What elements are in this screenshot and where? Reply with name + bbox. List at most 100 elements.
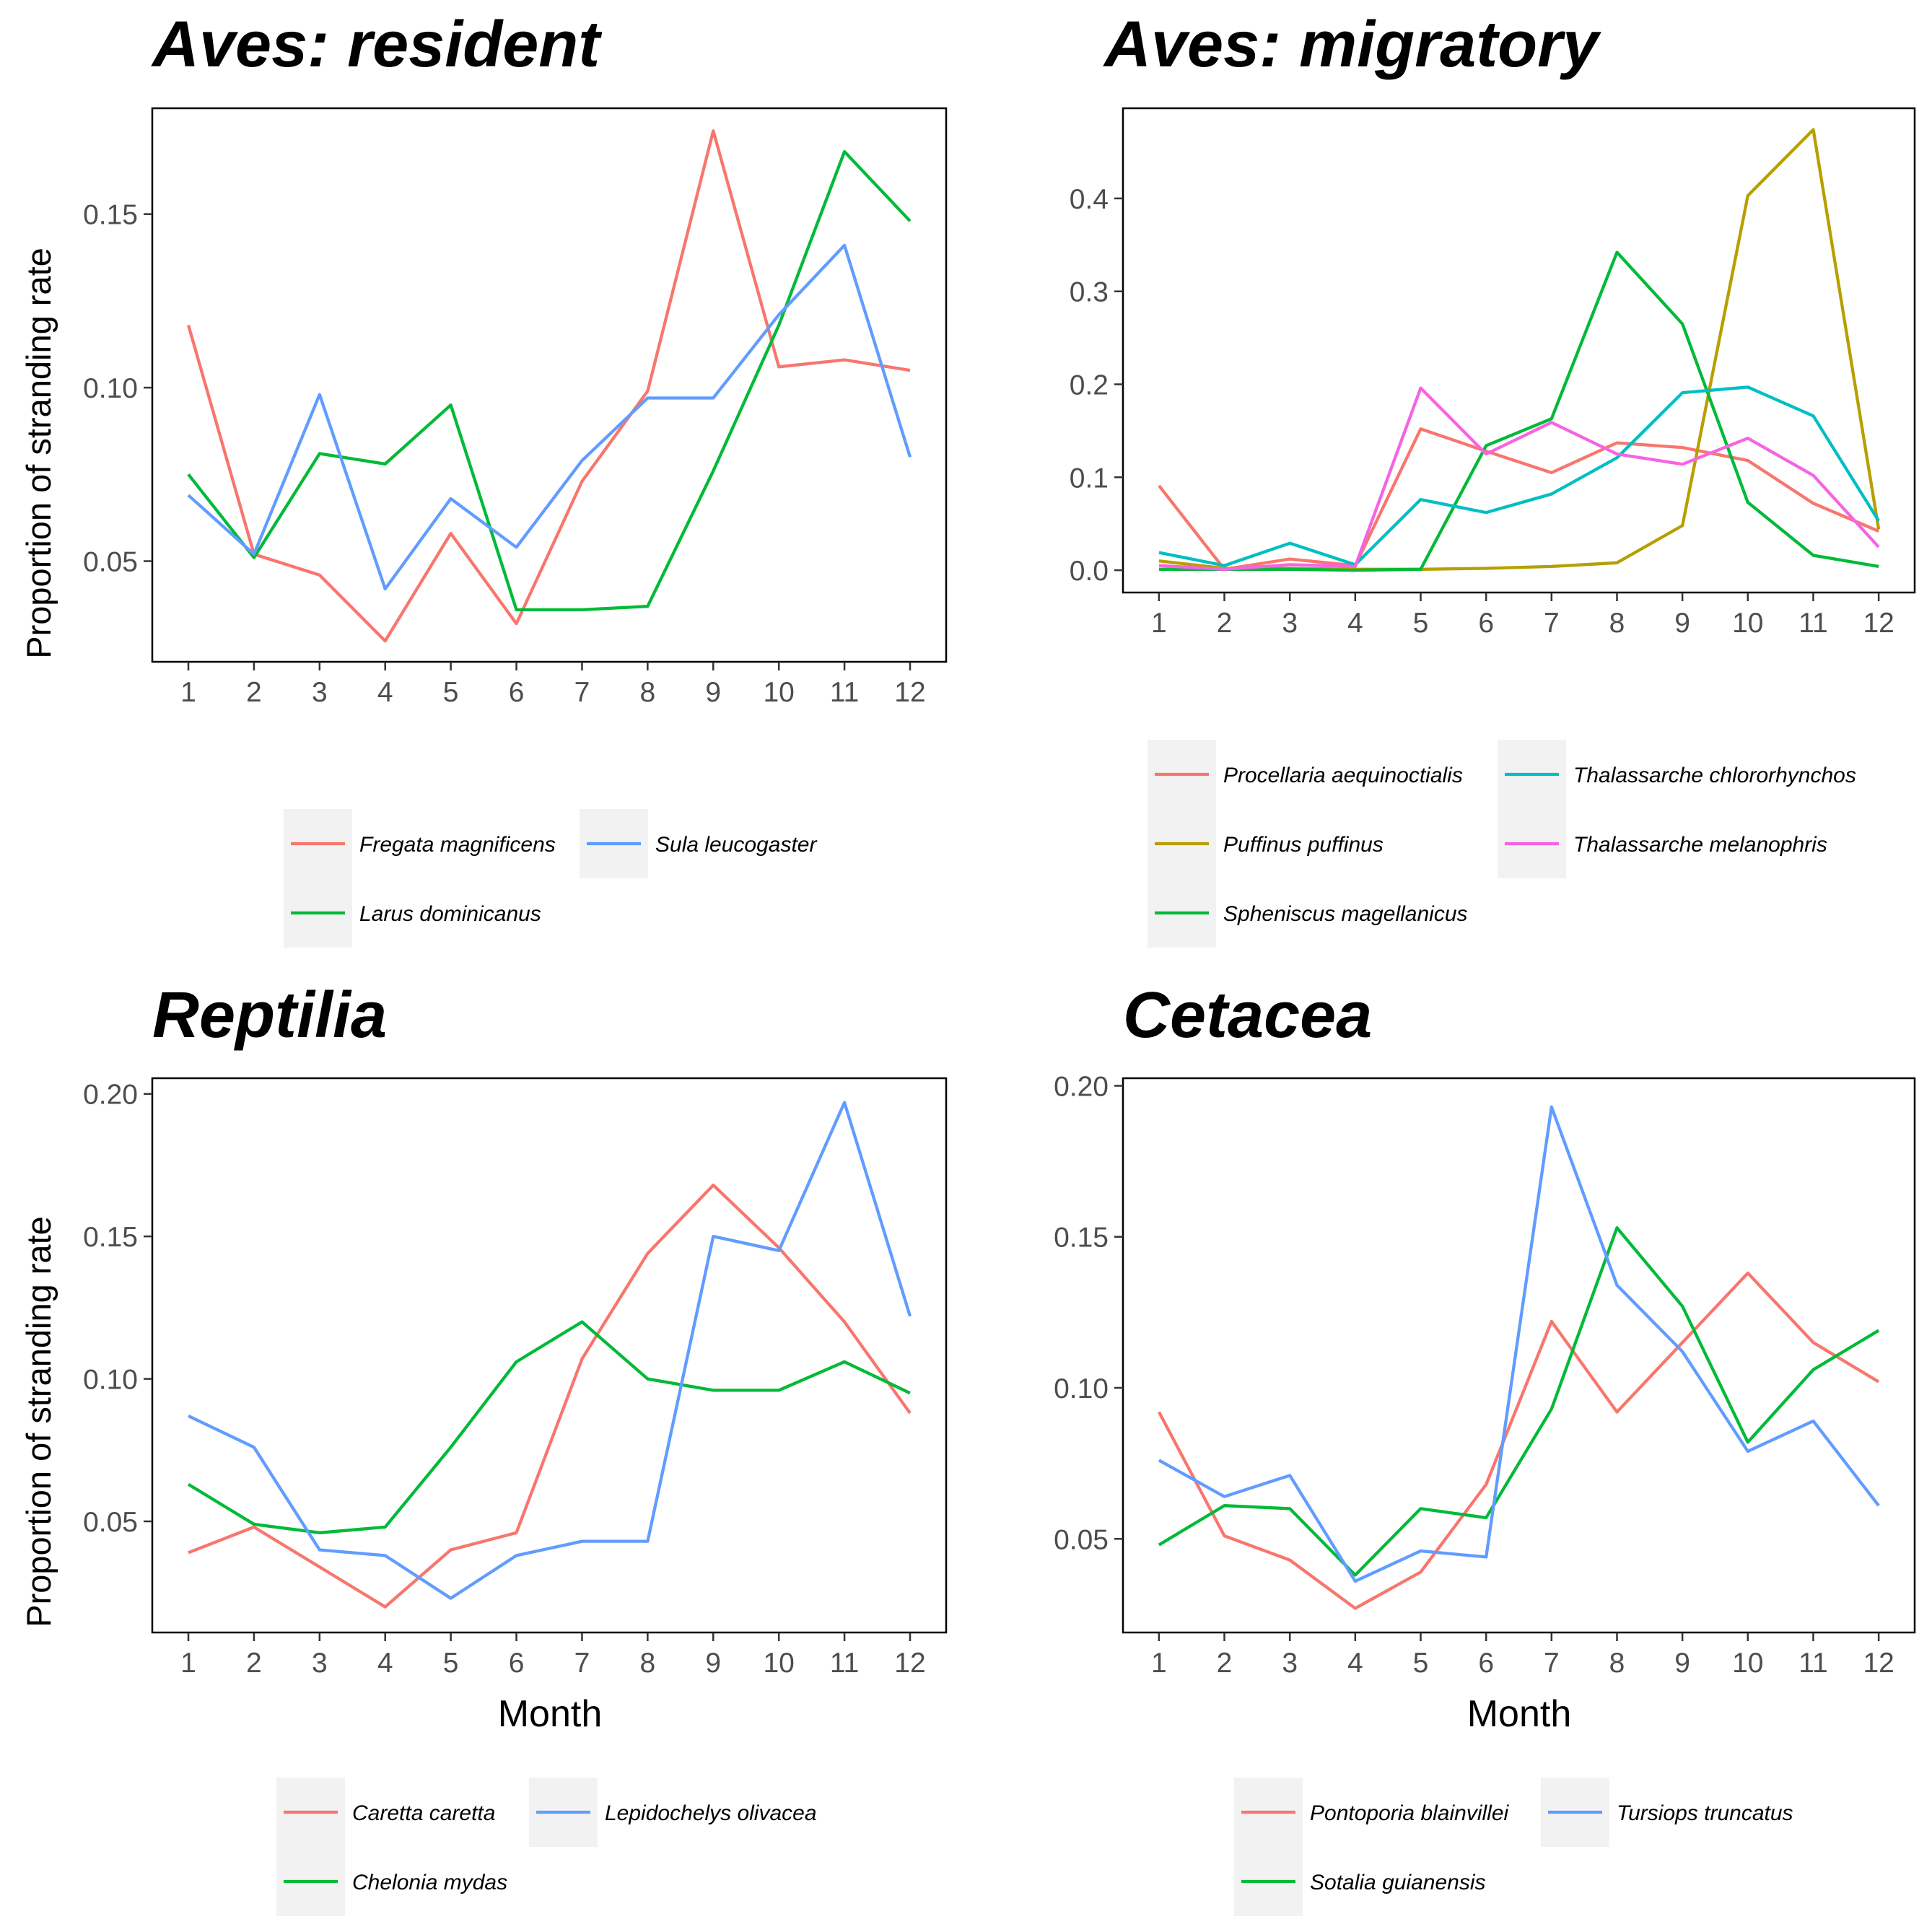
legend-label-larus-dominicanus: Larus dominicanus [359,902,541,926]
y-tick-label: 0.0 [1070,556,1109,587]
x-tick-label: 11 [830,1648,860,1679]
legend-label-sula-leucogaster: Sula leucogaster [655,833,817,857]
y-tick-label: 0.10 [83,1365,138,1396]
x-tick-label: 1 [1151,608,1167,639]
series-line-pontoporia-blainvillei [1157,1271,1880,1610]
x-tick-label: 6 [1478,608,1494,639]
series-line-caretta-caretta [188,1183,912,1609]
plot-panel [1122,1077,1916,1634]
y-tick-label: 0.3 [1070,277,1109,308]
y-axis-title: Proportion of stranding rate [19,248,58,659]
x-tick-label: 10 [763,1648,794,1679]
legend-label-sotalia-guianensis: Sotalia guianensis [1310,1871,1486,1894]
x-tick-label: 4 [377,677,393,708]
x-tick-label: 12 [894,1648,925,1679]
legend: Fregata magnificens Larus dominicanus Sula… [284,809,817,948]
legend-label-tursiops-truncatus: Tursiops truncatus [1617,1801,1793,1825]
series-line-fregata-magnificens [186,129,911,643]
legend-label-chelonia-mydas: Chelonia mydas [352,1871,507,1894]
x-tick-label: 3 [312,1648,328,1679]
legend: Pontoporia blainvillei Sotalia guianensis… [1234,1778,1793,1916]
x-tick-label: 11 [830,677,860,708]
x-tick-label: 8 [640,1648,656,1679]
series-line-spheniscus-magellanicus [1158,250,1879,572]
x-tick-label: 2 [246,1648,262,1679]
y-tick-label: 0.4 [1070,184,1109,215]
series-line-lepidochelys-olivacea [188,1101,912,1600]
x-tick-label: 5 [443,677,459,708]
y-tick-label: 0.10 [83,373,138,404]
panel-aves-resident: Aves: resident Proportion of stranding r… [19,9,948,948]
legend-label-lepidochelys-olivacea: Lepidochelys olivacea [605,1801,817,1825]
legend-label-pontoporia-blainvillei: Pontoporia blainvillei [1310,1801,1510,1825]
y-tick-label: 0.10 [1054,1373,1109,1404]
x-tick-label: 12 [1863,608,1894,639]
panel-title: Cetacea [1123,979,1372,1052]
x-tick-label: 6 [509,677,525,708]
x-tick-label: 9 [1674,608,1690,639]
x-tick-label: 4 [377,1648,393,1679]
x-tick-label: 3 [1282,1648,1298,1679]
legend-label-thalassarche-melanophris: Thalassarche melanophris [1573,833,1827,857]
x-tick-label: 10 [763,677,794,708]
chart-area: 0.050.100.150.201 2 3 4 5 6 7 8 9 10 11 12 [1054,1071,1916,1679]
y-axis-title: Proportion of stranding rate [19,1216,58,1627]
x-tick-label: 12 [1863,1648,1894,1679]
x-tick-label: 7 [574,1648,590,1679]
x-tick-label: 10 [1732,1648,1763,1679]
x-tick-label: 5 [443,1648,459,1679]
x-tick-label: 2 [246,677,262,708]
x-tick-label: 10 [1732,608,1763,639]
legend-label-spheniscus-magellanicus: Spheniscus magellanicus [1223,902,1468,926]
legend-label-thalassarche-chlororhynchos: Thalassarche chlororhynchos [1573,764,1856,787]
panel-reptilia: Reptilia Proportion of stranding rate Mo… [19,979,948,1916]
series-line-thalassarche-melanophris [1158,386,1880,571]
panel-cetacea: Cetacea Month 0.050.100.150.201 2 3 4 5 6 7 8 9 1… [1054,979,1916,1916]
panel-title: Aves: migratory [1103,9,1601,81]
x-tick-label: 11 [1798,1648,1828,1679]
x-tick-label: 9 [705,677,721,708]
x-tick-label: 4 [1347,1648,1363,1679]
chart-area: 0.050.100.150.201 2 3 4 5 6 7 8 9 10 11 12 [83,1077,948,1679]
x-tick-label: 6 [509,1648,525,1679]
x-tick-label: 12 [894,677,925,708]
x-tick-label: 3 [312,677,328,708]
x-tick-label: 5 [1413,608,1429,639]
x-tick-label: 1 [1151,1648,1167,1679]
plot-panel [151,107,948,663]
legend-label-caretta-caretta: Caretta caretta [352,1801,495,1825]
y-tick-label: 0.05 [1054,1524,1109,1555]
y-tick-label: 0.2 [1070,370,1109,401]
series-line-tursiops-truncatus [1158,1105,1880,1583]
x-tick-label: 7 [1544,608,1560,639]
x-tick-label: 2 [1217,608,1233,639]
panel-title: Reptilia [152,979,387,1052]
series-line-sotalia-guianensis [1158,1226,1880,1577]
x-tick-label: 2 [1217,1648,1233,1679]
x-tick-label: 9 [1674,1648,1690,1679]
x-tick-label: 7 [1544,1648,1560,1679]
legend-label-fregata-magnificens: Fregata magnificens [359,833,556,857]
x-tick-label: 8 [1609,1648,1625,1679]
x-tick-label: 5 [1413,1648,1429,1679]
chart-area: 0.00.10.20.30.41 2 3 4 5 6 7 8 9 10 11 12 [1070,107,1916,639]
panel-title: Aves: resident [151,9,603,81]
y-tick-label: 0.15 [83,1222,138,1253]
series-line-larus-dominicanus [187,149,912,612]
legend-label-puffinus-puffinus: Puffinus puffinus [1223,833,1384,857]
y-tick-label: 0.05 [83,1507,138,1538]
y-tick-label: 0.15 [83,200,138,231]
series-line-sula-leucogaster [187,243,912,591]
x-tick-label: 3 [1282,608,1298,639]
series-line-thalassarche-chlororhynchos [1158,385,1880,567]
series-line-procellaria-aequinoctialis [1158,427,1879,571]
y-tick-label: 0.20 [1054,1071,1109,1102]
plot-panel [1122,107,1916,594]
x-tick-label: 4 [1347,608,1363,639]
y-tick-label: 0.05 [83,547,138,578]
y-tick-label: 0.15 [1054,1223,1109,1254]
x-tick-label: 11 [1798,608,1828,639]
x-axis-title: Month [1467,1693,1572,1735]
x-tick-label: 6 [1478,1648,1494,1679]
